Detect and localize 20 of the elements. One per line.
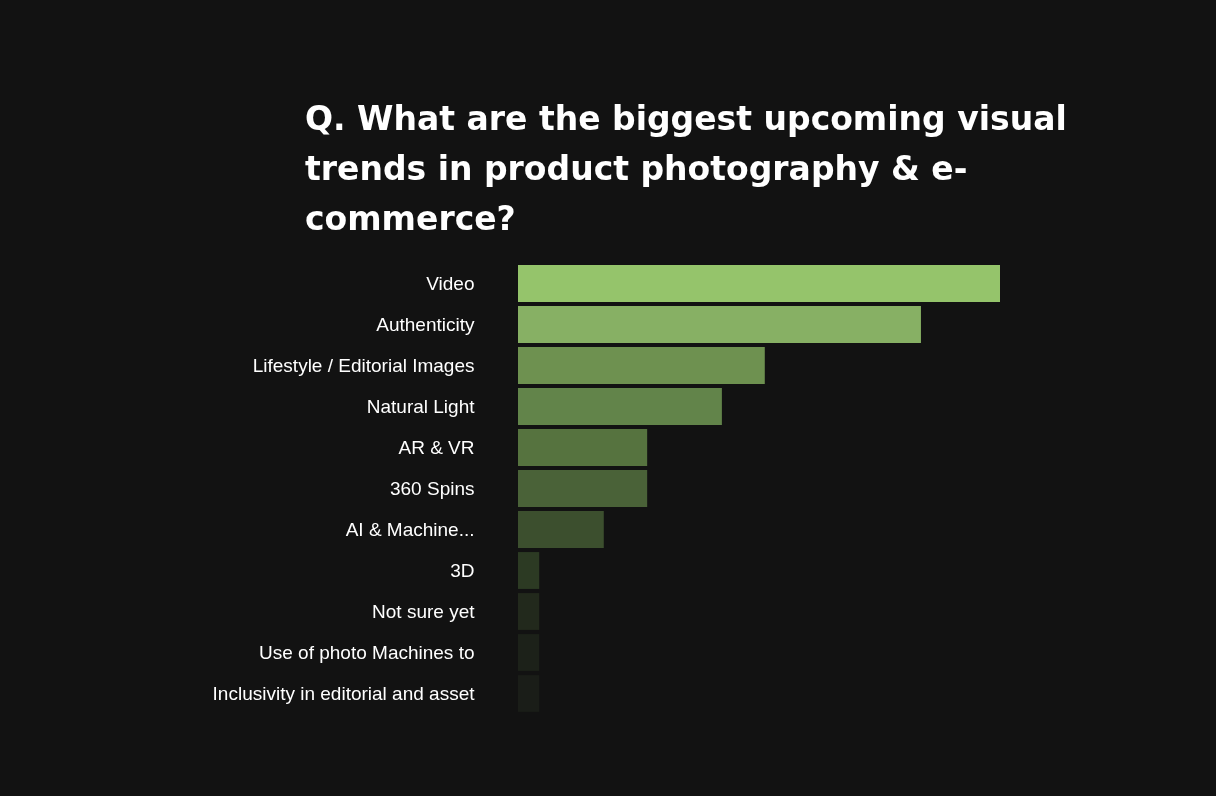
y-tick-label: 360 Spins (389, 477, 475, 499)
bar (518, 552, 540, 589)
y-tick-label: Not sure yet (372, 600, 476, 622)
y-tick-label: Inclusivity in editorial and asset (212, 682, 476, 704)
y-tick-label: AI & Machine... (345, 518, 475, 540)
y-tick-label: Video (426, 272, 475, 294)
y-tick-label: AR & VR (398, 436, 475, 458)
bar (518, 265, 1000, 302)
bar (518, 388, 722, 425)
bar (518, 511, 604, 548)
chart-title: Q. What are the biggest upcoming visual trends in product photography & e-commerce? (305, 98, 1068, 240)
bar (518, 470, 648, 507)
y-tick-label: Lifestyle / Editorial Images (252, 354, 475, 376)
y-tick-label: Use of photo Machines to (259, 641, 475, 663)
bar (518, 429, 648, 466)
y-tick-label: Authenticity (376, 313, 475, 335)
y-tick-label: Natural Light (366, 395, 476, 417)
y-tick-label: 3D (450, 559, 475, 581)
bar (518, 306, 921, 343)
bar (518, 347, 765, 384)
